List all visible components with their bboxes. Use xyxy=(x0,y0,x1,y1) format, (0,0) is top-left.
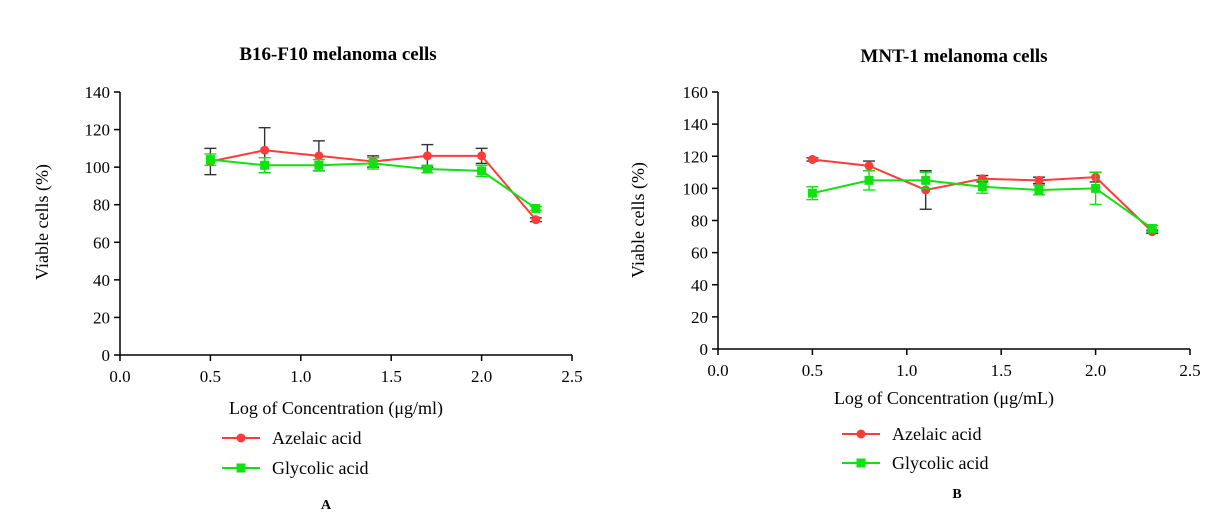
data-point xyxy=(921,175,931,185)
data-point xyxy=(314,151,324,161)
y-tick-label: 160 xyxy=(683,83,709,102)
chart-title: MNT-1 melanoma cells xyxy=(860,46,1047,67)
legend-label: Glycolic acid xyxy=(272,458,368,478)
data-point xyxy=(314,160,324,170)
series-azelaic-acid xyxy=(204,126,542,225)
data-point xyxy=(368,158,378,168)
chart-title: B16-F10 melanoma cells xyxy=(239,44,436,65)
y-tick-label: 120 xyxy=(683,147,709,166)
series-glycolic-acid xyxy=(204,153,542,213)
x-tick-label: 1.5 xyxy=(381,367,402,386)
x-tick-label: 0.0 xyxy=(109,367,130,386)
data-point xyxy=(205,155,215,165)
y-tick-label: 80 xyxy=(93,196,110,215)
data-point xyxy=(422,164,432,174)
y-tick-label: 80 xyxy=(691,212,708,231)
y-tick-label: 40 xyxy=(691,276,708,295)
data-point xyxy=(1034,185,1044,195)
y-tick-label: 60 xyxy=(691,244,708,263)
y-tick-label: 100 xyxy=(85,158,111,177)
y-tick-label: 100 xyxy=(683,179,709,198)
y-tick-label: 140 xyxy=(85,83,111,102)
x-tick-label: 1.5 xyxy=(991,361,1012,380)
x-tick-label: 1.0 xyxy=(290,367,311,386)
y-axis-label: Viable cells (%) xyxy=(628,162,649,278)
data-point xyxy=(531,215,541,225)
series-glycolic-acid xyxy=(806,170,1159,234)
data-point xyxy=(422,151,432,161)
x-axis-label: Log of Concentration (μg/ml) xyxy=(229,398,443,419)
data-point xyxy=(864,161,874,171)
data-point xyxy=(807,154,817,164)
legend-label: Azelaic acid xyxy=(272,428,361,448)
x-tick-label: 0.5 xyxy=(200,367,221,386)
data-point xyxy=(477,151,487,161)
legend-label: Glycolic acid xyxy=(892,453,988,473)
x-tick-label: 0.5 xyxy=(802,361,823,380)
panel-letter: A xyxy=(321,498,332,513)
y-tick-label: 0 xyxy=(102,346,111,365)
data-point xyxy=(260,160,270,170)
x-tick-label: 1.0 xyxy=(896,361,917,380)
legend: Azelaic acid Glycolic acid xyxy=(222,428,368,478)
x-tick-label: 0.0 xyxy=(707,361,728,380)
x-tick-label: 2.0 xyxy=(1085,361,1106,380)
x-tick-label: 2.5 xyxy=(1179,361,1200,380)
x-axis-label: Log of Concentration (μg/mL) xyxy=(834,388,1054,409)
y-tick-label: 20 xyxy=(93,308,110,327)
chart-panel-a: B16-F10 melanoma cells 0 20 40 60 80 100 120 140… xyxy=(32,44,583,513)
data-point xyxy=(1034,175,1044,185)
y-tick-label: 140 xyxy=(683,115,709,134)
data-point xyxy=(864,175,874,185)
legend-marker xyxy=(236,433,246,443)
y-tick-label: 120 xyxy=(85,121,111,140)
data-point xyxy=(977,182,987,192)
panel-letter: B xyxy=(952,487,961,502)
data-point xyxy=(807,188,817,198)
legend-marker xyxy=(236,463,246,473)
y-tick-label: 60 xyxy=(93,233,110,252)
y-axis-label: Viable cells (%) xyxy=(32,164,53,280)
data-point xyxy=(1091,183,1101,193)
legend-label: Azelaic acid xyxy=(892,424,981,444)
x-tick-label: 2.5 xyxy=(561,367,582,386)
legend-marker xyxy=(856,458,866,468)
data-point xyxy=(1147,224,1157,234)
x-tick-label: 2.0 xyxy=(471,367,492,386)
y-tick-label: 20 xyxy=(691,308,708,327)
data-point xyxy=(531,203,541,213)
data-point xyxy=(260,145,270,155)
y-tick-label: 40 xyxy=(93,271,110,290)
legend-marker xyxy=(856,429,866,439)
chart-panel-b: MNT-1 melanoma cells 0 20 40 60 80 100 120 140 16… xyxy=(628,46,1201,502)
y-tick-label: 0 xyxy=(700,340,709,359)
legend: Azelaic acid Glycolic acid xyxy=(842,424,988,473)
data-point xyxy=(477,166,487,176)
